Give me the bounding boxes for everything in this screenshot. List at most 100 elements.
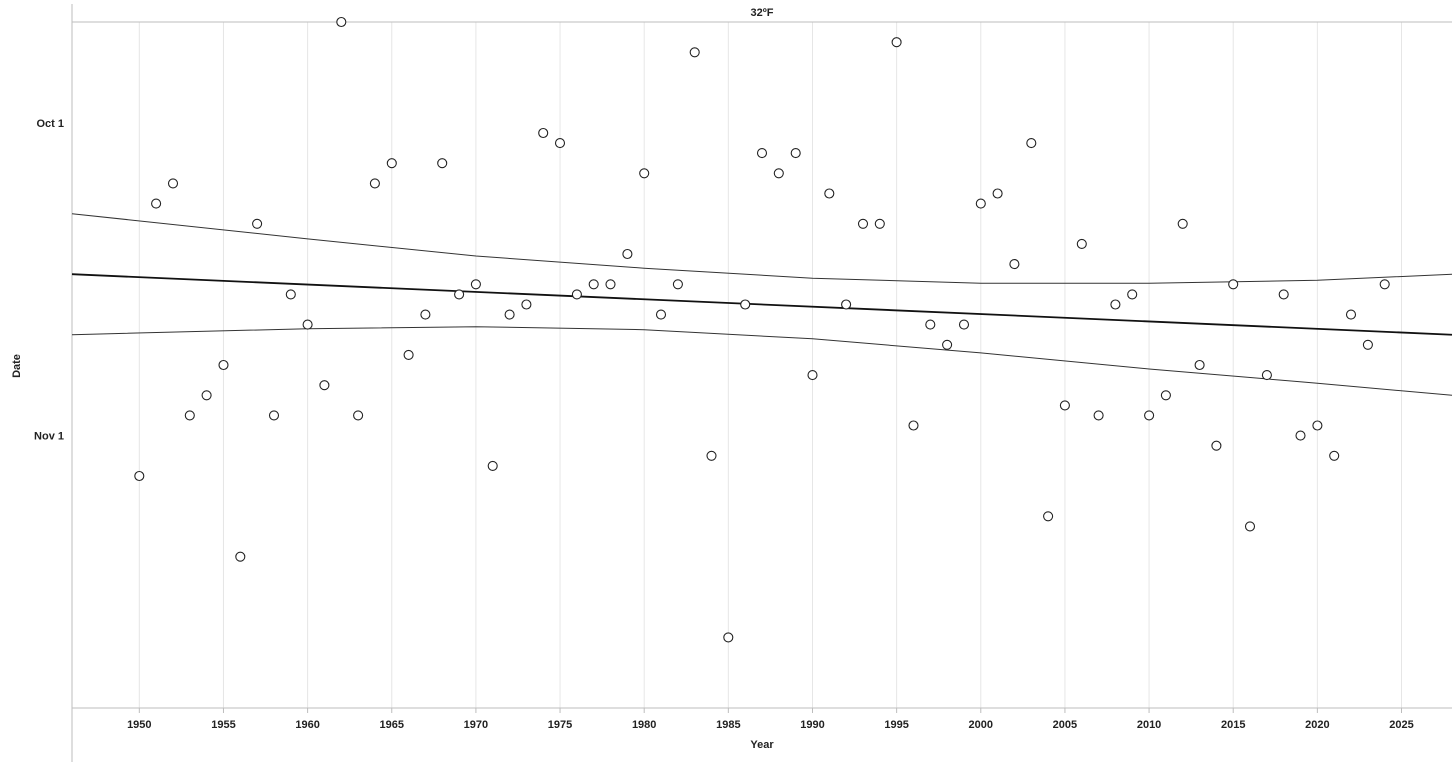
data-point[interactable] <box>1329 450 1340 461</box>
data-point[interactable] <box>437 158 448 169</box>
x-tick-label: 1975 <box>548 719 572 731</box>
data-point[interactable] <box>790 148 801 159</box>
grid-layer <box>138 22 1403 713</box>
data-point[interactable] <box>807 370 818 381</box>
data-point[interactable] <box>487 460 498 471</box>
data-point[interactable] <box>571 289 582 300</box>
x-tick-label: 1950 <box>127 719 151 731</box>
data-point[interactable] <box>1295 430 1306 441</box>
data-point[interactable] <box>672 279 683 290</box>
data-point[interactable] <box>1278 289 1289 300</box>
data-point[interactable] <box>992 188 1003 199</box>
data-point[interactable] <box>470 279 481 290</box>
data-point[interactable] <box>874 218 885 229</box>
data-point[interactable] <box>521 299 532 310</box>
data-point[interactable] <box>235 551 246 562</box>
data-point[interactable] <box>622 248 633 260</box>
data-point[interactable] <box>218 359 229 371</box>
data-point[interactable] <box>1261 370 1272 381</box>
data-point[interactable] <box>386 158 397 169</box>
x-tick-label: 1995 <box>884 719 908 731</box>
data-point[interactable] <box>184 410 195 421</box>
data-point[interactable] <box>655 309 667 320</box>
data-point[interactable] <box>1009 259 1020 270</box>
data-point[interactable] <box>1345 309 1357 320</box>
data-point[interactable] <box>588 279 599 290</box>
data-point[interactable] <box>336 16 347 28</box>
x-tick-label: 2010 <box>1137 719 1161 731</box>
data-point[interactable] <box>285 289 296 300</box>
data-point[interactable] <box>1379 279 1390 290</box>
data-point[interactable] <box>1110 299 1121 310</box>
data-point[interactable] <box>1026 138 1037 149</box>
data-point[interactable] <box>403 349 414 360</box>
data-point[interactable] <box>925 319 936 330</box>
y-axis-title: Date <box>11 354 23 378</box>
y-tick-labels: Oct 1 Nov 1 <box>34 118 64 443</box>
data-point[interactable] <box>1059 400 1070 411</box>
data-point[interactable] <box>1127 289 1138 300</box>
data-point[interactable] <box>134 470 145 482</box>
frame-layer <box>71 4 1452 762</box>
data-point[interactable] <box>756 148 768 159</box>
data-point[interactable] <box>1177 218 1188 229</box>
data-point[interactable] <box>319 380 330 391</box>
data-point[interactable] <box>689 47 700 58</box>
y-tick-label: Oct 1 <box>36 118 64 130</box>
data-point[interactable] <box>740 299 751 310</box>
chart-title: 32ºF <box>751 7 774 19</box>
confidence-lower-line <box>71 326 1453 396</box>
data-point[interactable] <box>302 319 313 330</box>
data-point[interactable] <box>268 410 280 421</box>
data-point[interactable] <box>1312 420 1323 431</box>
points-layer <box>134 16 1390 643</box>
data-point[interactable] <box>1244 521 1256 532</box>
data-point[interactable] <box>824 188 835 199</box>
data-point[interactable] <box>1211 440 1222 451</box>
x-axis-title: Year <box>750 739 774 751</box>
data-point[interactable] <box>891 37 902 48</box>
data-point[interactable] <box>975 198 986 209</box>
confidence-band <box>71 213 1453 396</box>
data-point[interactable] <box>454 289 465 300</box>
x-tick-label: 2005 <box>1053 719 1077 731</box>
data-point[interactable] <box>908 420 919 431</box>
data-point[interactable] <box>841 299 852 310</box>
data-point[interactable] <box>1076 238 1087 249</box>
data-point[interactable] <box>639 168 650 179</box>
trend-layer <box>71 273 1453 336</box>
data-point[interactable] <box>605 279 616 290</box>
data-point[interactable] <box>1228 279 1239 290</box>
data-point[interactable] <box>167 178 179 189</box>
x-tick-label: 1970 <box>464 719 488 731</box>
data-point[interactable] <box>1144 410 1155 421</box>
data-point[interactable] <box>1362 339 1373 350</box>
data-point[interactable] <box>151 198 162 209</box>
data-point[interactable] <box>1160 390 1171 401</box>
data-point[interactable] <box>958 319 970 330</box>
confidence-upper-line <box>71 213 1453 284</box>
data-point[interactable] <box>1194 359 1205 371</box>
data-point[interactable] <box>201 390 212 401</box>
y-tick-label: Nov 1 <box>34 431 64 443</box>
data-point[interactable] <box>1093 410 1104 421</box>
data-point[interactable] <box>942 339 953 350</box>
data-point[interactable] <box>857 218 869 229</box>
data-point[interactable] <box>538 127 549 139</box>
data-point[interactable] <box>554 138 566 149</box>
x-tick-label: 1960 <box>295 719 319 731</box>
data-point[interactable] <box>504 309 515 320</box>
x-tick-label: 2020 <box>1305 719 1329 731</box>
data-point[interactable] <box>420 309 431 320</box>
data-point[interactable] <box>1043 511 1054 522</box>
data-point[interactable] <box>773 168 784 179</box>
x-tick-label: 1990 <box>800 719 824 731</box>
data-point[interactable] <box>723 632 734 643</box>
data-point[interactable] <box>706 450 717 461</box>
data-point[interactable] <box>369 178 380 189</box>
x-tick-label: 1985 <box>716 719 740 731</box>
data-point[interactable] <box>252 218 263 229</box>
data-point[interactable] <box>353 410 364 421</box>
